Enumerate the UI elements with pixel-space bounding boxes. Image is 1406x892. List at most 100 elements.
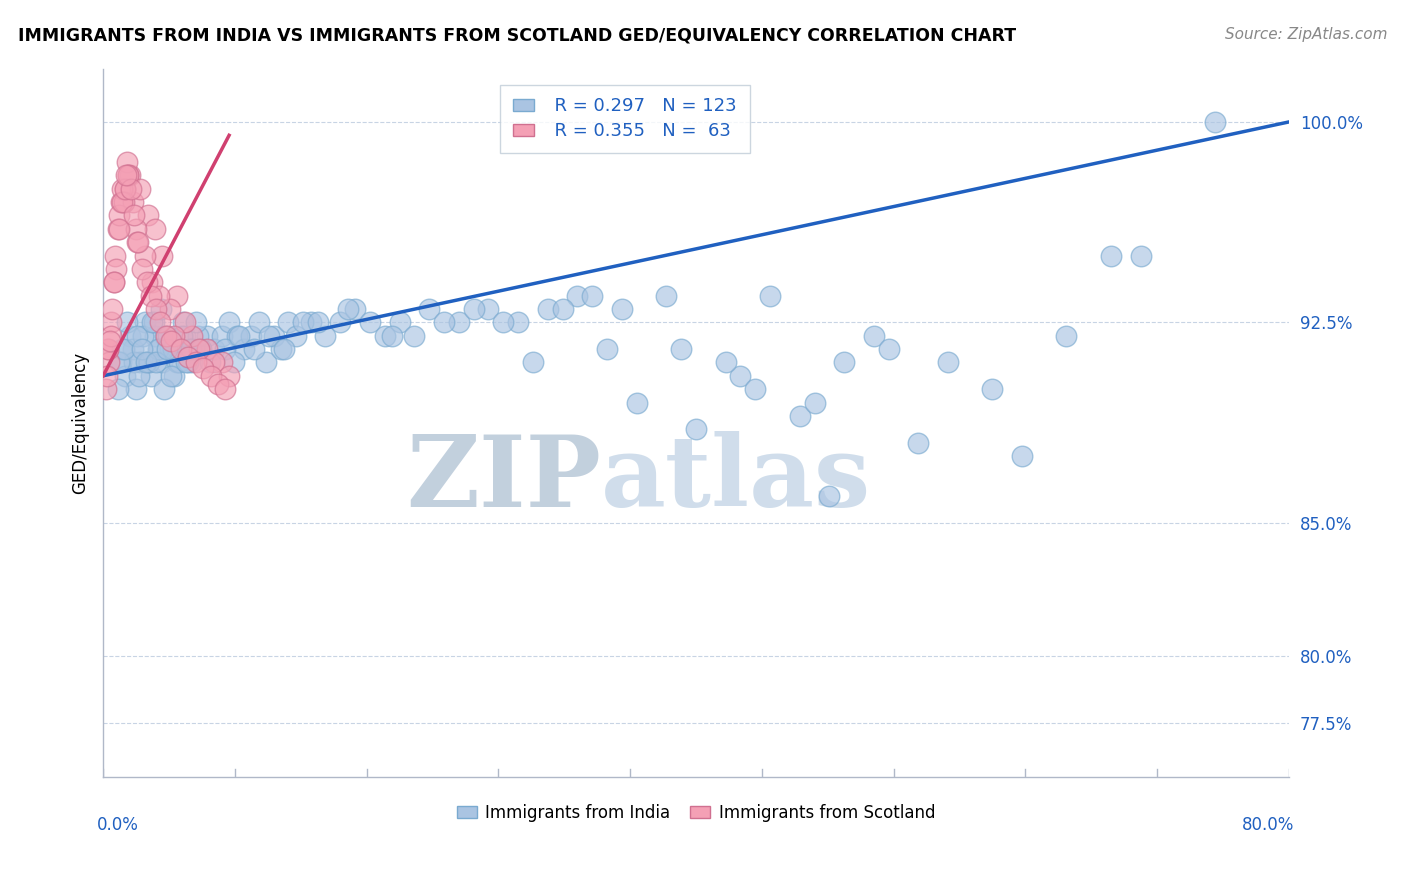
Point [100,328,122,343]
Point [167,355,190,369]
Point [155,328,177,343]
Point [108,209,131,223]
Y-axis label: GED/Equivalency: GED/Equivalency [72,351,89,493]
Point [141,275,163,289]
Point [96,368,118,383]
Point [152,249,174,263]
Point [170,328,193,343]
Point [818,489,841,503]
Point [112,195,135,210]
Point [110,355,132,369]
Point [121,342,143,356]
Point [685,422,707,436]
Point [225,328,247,343]
Point [551,301,574,316]
Point [173,328,195,343]
Point [153,382,176,396]
Point [207,376,229,391]
Point [111,195,134,210]
Point [669,342,692,356]
Point [127,235,149,250]
Point [522,355,544,369]
Point [655,288,678,302]
Point [202,355,225,369]
Point [105,261,128,276]
Point [447,315,470,329]
Point [273,342,295,356]
Point [139,368,162,383]
Point [284,328,307,343]
Point [132,328,155,343]
Text: IMMIGRANTS FROM INDIA VS IMMIGRANTS FROM SCOTLAND GED/EQUIVALENCY CORRELATION CH: IMMIGRANTS FROM INDIA VS IMMIGRANTS FROM… [18,27,1017,45]
Point [222,355,245,369]
Point [115,169,138,183]
Point [115,315,138,329]
Point [981,382,1004,396]
Point [240,328,263,343]
Point [188,342,211,356]
Point [127,328,149,343]
Point [98,355,121,369]
Point [118,169,141,183]
Point [114,368,136,383]
Point [149,301,172,316]
Point [744,382,766,396]
Point [936,355,959,369]
Point [120,182,142,196]
Point [184,355,207,369]
Point [107,222,129,236]
Point [195,342,218,356]
Point [195,328,218,343]
Point [177,350,200,364]
Point [257,328,280,343]
Point [344,301,367,316]
Point [187,328,209,343]
Point [247,315,270,329]
Point [211,328,233,343]
Point [146,342,169,356]
Point [198,355,221,369]
Point [129,355,152,369]
Point [145,301,167,316]
Point [101,301,124,316]
Point [336,301,359,316]
Point [149,315,172,329]
Point [789,409,811,423]
Point [433,315,456,329]
Point [759,288,782,302]
Text: 80.0%: 80.0% [1243,815,1295,833]
Point [277,315,299,329]
Text: atlas: atlas [602,431,872,528]
Point [292,315,315,329]
Point [803,395,825,409]
Point [104,249,127,263]
Point [152,355,174,369]
Point [232,342,254,356]
Point [180,342,202,356]
Point [907,435,929,450]
Point [506,315,529,329]
Point [200,368,222,383]
Point [567,288,589,302]
Point [103,275,125,289]
Point [163,328,186,343]
Point [94,382,117,396]
Point [492,315,515,329]
Point [103,275,125,289]
Point [183,342,205,356]
Point [97,342,120,356]
Point [359,315,381,329]
Point [110,195,132,210]
Point [159,334,181,348]
Point [100,315,122,329]
Point [596,342,619,356]
Point [176,355,198,369]
Point [181,355,204,369]
Point [418,301,440,316]
Point [145,355,167,369]
Point [214,342,236,356]
Point [581,288,603,302]
Point [143,328,166,343]
Point [131,261,153,276]
Point [214,382,236,396]
